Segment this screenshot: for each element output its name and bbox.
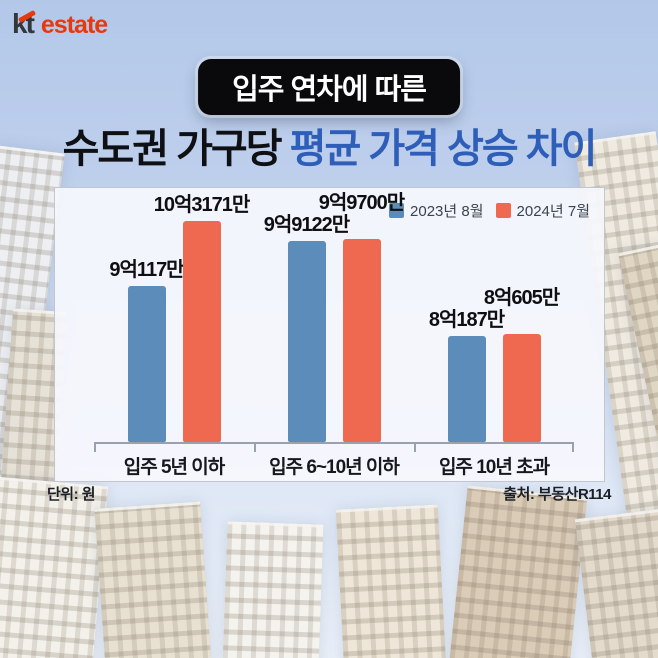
bar-slot: 8억187만 <box>429 207 505 442</box>
chart-panel: 2023년 8월 2024년 7월 9억117만 10억3171만 9억9122만 9… <box>54 187 605 482</box>
axis-tick <box>413 444 416 452</box>
building-silhouette <box>574 507 658 658</box>
legend-label: 2024년 7월 <box>516 203 590 220</box>
bar-value-label: 9억9122만 <box>263 214 350 237</box>
page-title: 수도권 가구당 평균 가격 상승 차이 <box>0 116 658 174</box>
axis-tick <box>572 444 574 452</box>
bar-slot: 8억605만 <box>484 207 560 442</box>
legend-item-2023-08: 2023년 8월 <box>389 200 484 221</box>
source-note: 출처: 부동산R114 <box>503 486 611 503</box>
topic-badge: 입주 연차에 따른 <box>198 59 460 115</box>
bar-2023-08 <box>287 241 326 442</box>
x-axis-bracket <box>94 442 574 452</box>
bar-groups: 9억117만 10억3171만 9억9122만 9억9700만 8억187만 8억605만 <box>94 192 574 442</box>
kt-estate-logo: kt estate <box>12 8 108 40</box>
legend-swatch-blue <box>389 203 405 218</box>
bar-slot: 10억3171만 <box>154 194 250 442</box>
bar-2024-07 <box>502 334 541 442</box>
bar-group: 8억187만 8억605만 <box>414 207 574 442</box>
building-silhouette <box>94 501 212 658</box>
axis-tick <box>253 444 256 452</box>
legend-swatch-red <box>495 203 511 218</box>
bar-value-label: 10억3171만 <box>153 194 251 217</box>
category-labels: 입주 5년 이하 입주 6~10년 이하 입주 10년 초과 <box>94 452 574 479</box>
category-label: 입주 10년 초과 <box>438 457 550 478</box>
bar-2023-08 <box>447 336 486 442</box>
category-label: 입주 6~10년 이하 <box>269 457 400 478</box>
legend-label: 2023년 8월 <box>410 203 484 220</box>
bar-slot: 9억9122만 <box>264 207 350 442</box>
bar-value-label: 8억187만 <box>428 309 505 332</box>
axis-tick <box>94 444 96 452</box>
chart-legend: 2023년 8월 2024년 7월 <box>389 200 590 221</box>
bar-value-label: 9억117만 <box>109 259 184 282</box>
building-silhouette <box>222 521 324 658</box>
category-label: 입주 5년 이하 <box>123 457 226 478</box>
bar-value-label: 8억605만 <box>483 287 560 310</box>
legend-item-2024-07: 2024년 7월 <box>495 200 590 221</box>
bar-2024-07 <box>182 221 221 442</box>
bar-group: 9억117만 10억3171만 <box>94 194 254 442</box>
kt-logo-mark: kt <box>12 8 35 39</box>
bar-2023-08 <box>127 286 166 442</box>
page-title-prefix: 수도권 가구당 <box>62 127 290 171</box>
building-silhouette <box>335 504 447 658</box>
bar-value-label: 9억9700만 <box>318 192 405 215</box>
unit-note: 단위: 원 <box>47 486 96 503</box>
bar-group: 9억9122만 9억9700만 <box>254 192 414 442</box>
bar-2024-07 <box>342 238 381 442</box>
estate-logo-text: estate <box>40 11 108 39</box>
bar-slot: 9억9700만 <box>319 192 405 442</box>
page-title-accent: 평균 가격 상승 차이 <box>289 127 598 171</box>
bar-slot: 9억117만 <box>109 207 185 442</box>
building-silhouette <box>448 485 588 658</box>
